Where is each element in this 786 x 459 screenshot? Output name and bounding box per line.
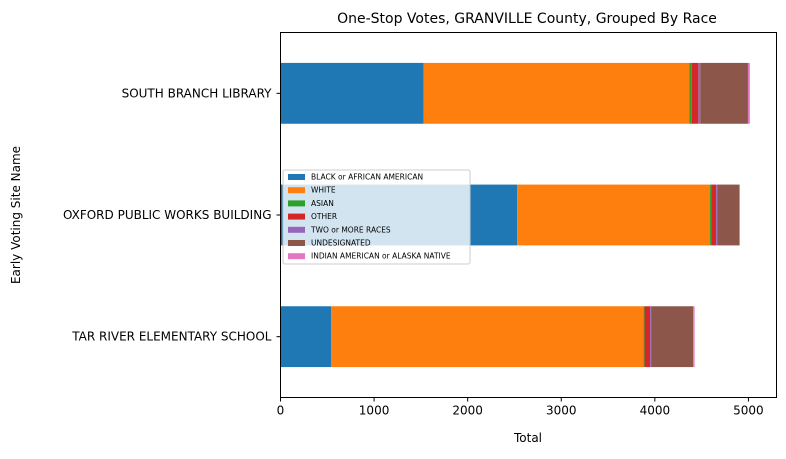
legend-label: UNDESIGNATED	[311, 239, 371, 248]
x-axis-label: Total	[513, 431, 542, 445]
bar-segment	[651, 306, 694, 368]
bar-segment	[698, 62, 701, 124]
bar-segment	[650, 306, 652, 368]
legend-box	[282, 169, 471, 265]
bar-segment	[691, 62, 699, 124]
bar-segment	[716, 184, 718, 246]
x-tick-label: 5000	[733, 404, 764, 418]
x-tick-label: 0	[277, 404, 285, 418]
bar-segment	[517, 184, 711, 246]
legend-label: TWO or MORE RACES	[310, 225, 391, 234]
bar-segment	[700, 62, 748, 124]
legend-swatch	[288, 240, 305, 246]
legend-label: ASIAN	[311, 199, 334, 208]
legend-label: BLACK or AFRICAN AMERICAN	[311, 173, 423, 182]
bar-segment	[710, 184, 712, 246]
bar-segment	[711, 184, 717, 246]
legend-swatch	[288, 213, 305, 220]
bar-segment	[280, 62, 424, 124]
x-tick-label: 2000	[452, 404, 483, 418]
x-tick-label: 1000	[359, 404, 390, 418]
bar-segment	[280, 306, 332, 368]
legend-swatch	[288, 174, 305, 180]
y-tick-label: OXFORD PUBLIC WORKS BUILDING	[63, 208, 272, 222]
legend-swatch	[288, 226, 305, 233]
bar-segment	[689, 62, 692, 124]
bar-segment	[331, 306, 644, 368]
y-tick-label: SOUTH BRANCH LIBRARY	[122, 86, 273, 100]
bar-segment	[423, 62, 690, 124]
legend-swatch	[288, 187, 305, 194]
legend-label: INDIAN AMERICAN or ALASKA NATIVE	[311, 252, 451, 261]
y-tick-label: TAR RIVER ELEMENTARY SCHOOL	[71, 330, 272, 344]
bar-segment	[643, 306, 645, 368]
bar-segment	[717, 184, 740, 246]
legend-label: WHITE	[311, 186, 336, 195]
legend: BLACK or AFRICAN AMERICAN WHITE ASIAN OTHER…	[282, 169, 471, 265]
bar-segment	[693, 306, 695, 368]
x-axis: 0 1000 2000 3000 4000 5000	[277, 397, 764, 418]
legend-swatch	[288, 200, 305, 207]
chart-title: One-Stop Votes, GRANVILLE County, Groupe…	[337, 11, 717, 27]
x-tick-label: 3000	[546, 404, 577, 418]
legend-swatch	[288, 253, 305, 260]
bar-segment	[644, 306, 651, 368]
x-tick-label: 4000	[640, 404, 671, 418]
bar-segment	[739, 184, 741, 246]
y-axis: TAR RIVER ELEMENTARY SCHOOL OXFORD PUBLIC…	[63, 86, 281, 344]
bar-segment	[747, 62, 750, 124]
legend-label: OTHER	[311, 212, 337, 221]
y-axis-label: Early Voting Site Name	[9, 146, 23, 284]
